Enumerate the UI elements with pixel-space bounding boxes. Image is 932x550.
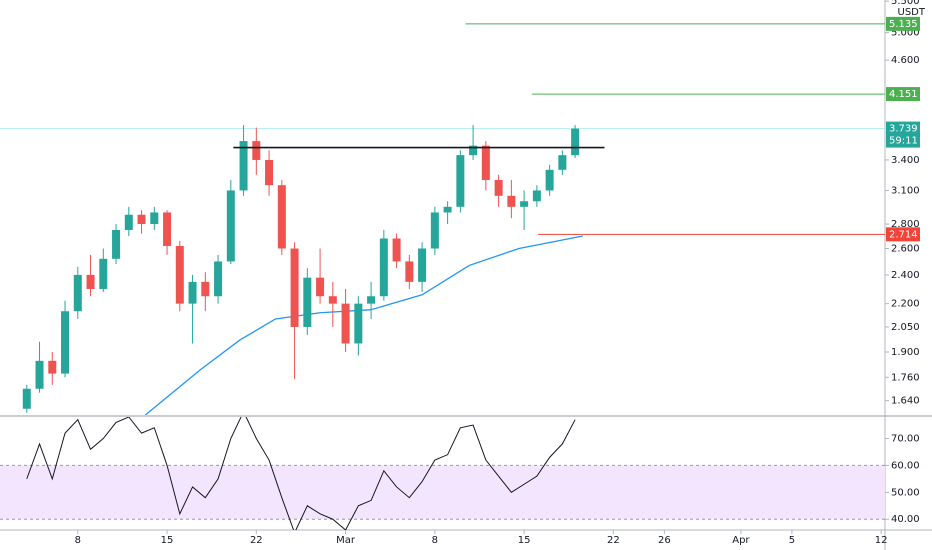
level-label: 5.135 [889,19,918,30]
candle-body [494,179,503,196]
candle-body [290,248,299,327]
level-label-box [886,16,920,31]
candle-body [571,128,580,156]
x-tick-label: 8 [75,535,81,546]
y-tick-label: 1.640 [891,396,920,407]
candle-body [124,214,133,230]
candle-body [520,201,529,207]
candle-body [379,238,388,297]
x-tick-label: 15 [518,535,531,546]
candle-body [73,274,82,312]
y-tick-label: 5.500 [891,0,920,7]
candle-body [545,169,554,191]
currency: USDT [898,7,926,18]
candle-body [35,360,44,389]
x-tick-label: 26 [658,535,671,546]
level-label-box [886,227,920,242]
candle-body [469,145,478,156]
x-tick-label: 22 [607,535,620,546]
rsi-band [0,465,885,520]
candle-body [112,229,121,259]
y-tick-label: 2.800 [891,219,920,230]
candle-body [367,296,376,304]
candle-body [558,155,567,170]
candle-body [405,261,414,282]
candle-body [239,141,248,191]
y-tick-label: 1.760 [891,372,920,383]
x-tick-label: 15 [161,535,174,546]
y-tick-label: 3.400 [891,155,920,166]
candle-body [418,248,427,282]
candle-body [163,212,172,246]
moving-average [144,235,583,415]
candle-body [150,212,159,225]
candle-body [201,281,210,297]
candle-body [252,141,261,160]
candle-body [328,296,337,304]
y-tick-label: 70.00 [891,434,920,445]
candle-body [507,195,516,207]
candle-body [430,212,439,249]
candle-body [303,277,312,327]
candle-body [188,281,197,304]
x-tick-label: Mar [336,535,356,546]
candle-body [99,258,108,289]
y-tick-label: 60.00 [891,460,920,471]
candle-body [392,238,401,262]
candle-body [341,303,350,344]
candle-body [175,245,184,304]
y-tick-label: 4.600 [891,55,920,66]
y-tick-label: 50.00 [891,487,920,498]
candle-body [265,159,274,186]
rsi-line [26,417,576,530]
level-label: 4.151 [889,89,918,100]
candle-body [443,206,452,213]
price-pane [0,23,885,415]
candle-body [481,145,490,180]
candle-body [22,388,31,409]
y-tick-label: 2.600 [891,243,920,254]
y-tick-label: 2.200 [891,299,920,310]
candle-body [456,155,465,207]
candle-body [214,261,223,297]
countdown: 59:11 [889,136,918,147]
x-tick-label: 12 [875,535,888,546]
price-label-box [886,121,920,148]
candle-body [61,311,70,374]
y-tick-label: 2.400 [891,270,920,281]
x-tick-label: Apr [732,535,750,546]
y-tick-label: 5.000 [891,28,920,39]
y-tick-label: 1.900 [891,347,920,358]
y-tick-label: 3.100 [891,185,920,196]
candle-body [137,214,146,225]
y-tick-label: 40.00 [891,514,920,525]
level-label: 2.714 [889,229,918,240]
candle-body [532,190,541,202]
candle-body [86,274,95,289]
rsi-pane [0,417,885,530]
candle-body [48,360,57,374]
price-label: 3.739 [889,124,918,135]
candle-body [226,190,235,262]
x-tick-label: 8 [432,535,438,546]
candle-body [354,303,363,344]
level-label-box [886,87,920,102]
candle-body [316,277,325,297]
x-tick-label: 5 [789,535,795,546]
candle-body [277,185,286,249]
y-tick-label: 2.050 [891,322,920,333]
x-tick-label: 22 [250,535,263,546]
